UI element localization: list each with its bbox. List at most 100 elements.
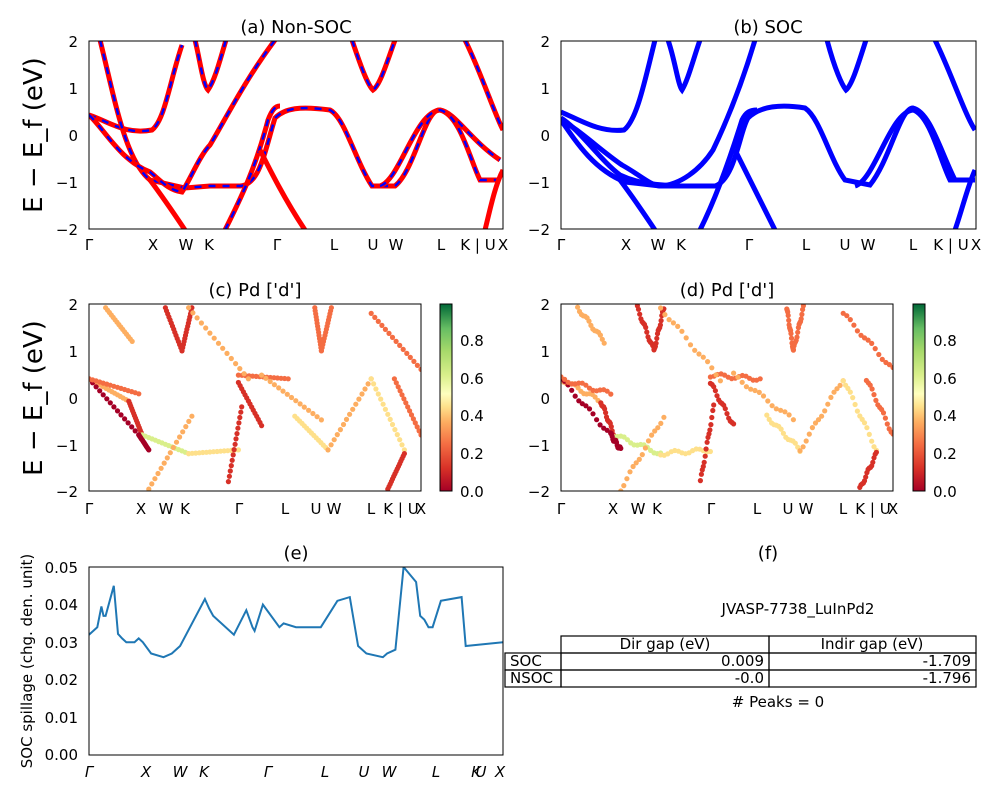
band-point bbox=[701, 459, 707, 465]
band-point bbox=[401, 451, 407, 457]
xtick-label: X bbox=[608, 500, 618, 518]
band-point bbox=[837, 382, 843, 388]
ytick-label: −1 bbox=[528, 174, 550, 192]
band-point bbox=[125, 420, 131, 426]
band-line bbox=[482, 168, 503, 229]
band-point bbox=[603, 410, 609, 416]
band-point bbox=[649, 432, 655, 438]
panel-d-points bbox=[561, 304, 893, 491]
band-point bbox=[245, 376, 251, 382]
band-point bbox=[186, 305, 192, 311]
band-point bbox=[368, 376, 374, 382]
band-point bbox=[236, 420, 242, 426]
table-row-label: NSOC bbox=[510, 669, 553, 687]
band-point bbox=[238, 409, 244, 415]
band-point bbox=[707, 448, 714, 455]
band-point bbox=[879, 356, 885, 362]
band-point bbox=[739, 379, 745, 385]
band-point bbox=[708, 422, 714, 428]
xtick-label: W bbox=[631, 500, 646, 518]
band-point bbox=[232, 441, 238, 447]
band-point bbox=[389, 421, 396, 428]
band-point bbox=[822, 408, 828, 414]
band-point bbox=[706, 431, 712, 437]
band-point bbox=[803, 438, 809, 444]
ytick-label: 1 bbox=[68, 343, 78, 361]
band-point bbox=[411, 358, 417, 364]
band-point bbox=[633, 460, 639, 466]
band-point bbox=[380, 401, 386, 407]
band-point bbox=[850, 395, 856, 401]
band-point bbox=[259, 372, 265, 378]
xtick-label: U bbox=[311, 500, 322, 518]
ytick-label: 1 bbox=[540, 343, 550, 361]
band-point bbox=[397, 437, 403, 443]
band-point bbox=[604, 427, 610, 433]
band-point bbox=[714, 393, 720, 399]
band-point bbox=[597, 332, 604, 338]
panel-a: (a) Non-SOC 2 1 0 −1 bbox=[19, 17, 508, 254]
band-line bbox=[224, 104, 281, 229]
band-point bbox=[310, 410, 316, 417]
xtick-label: W bbox=[799, 500, 814, 518]
panel-e: (e) 0.05 0.04 0.03 0.02 0.01 0.00 Γ X W … bbox=[18, 543, 506, 781]
band-point bbox=[687, 342, 694, 348]
band-point bbox=[756, 389, 762, 395]
band-point bbox=[288, 394, 295, 401]
band-point bbox=[407, 354, 413, 360]
band-point bbox=[709, 414, 715, 421]
colorbar-tick: 0.4 bbox=[460, 407, 484, 425]
band-point bbox=[644, 329, 650, 335]
band-point bbox=[797, 448, 803, 454]
band-line bbox=[561, 41, 658, 133]
band-point bbox=[334, 432, 340, 438]
xtick-label: U bbox=[359, 763, 370, 781]
band-point bbox=[873, 449, 880, 455]
band-point bbox=[408, 412, 415, 418]
band-point bbox=[158, 465, 164, 471]
band-point bbox=[869, 340, 875, 346]
band-point bbox=[259, 423, 265, 429]
xtick-label: X bbox=[498, 236, 508, 254]
band-point bbox=[343, 416, 350, 422]
colorbar-tick: 0.0 bbox=[933, 483, 957, 501]
band-point bbox=[318, 417, 324, 423]
ytick-label: 0.04 bbox=[45, 596, 78, 614]
band-point bbox=[662, 312, 668, 318]
xtick-label: X bbox=[136, 500, 146, 518]
band-point bbox=[164, 455, 170, 461]
band-point bbox=[267, 378, 273, 385]
xtick-label: Γ bbox=[557, 500, 566, 518]
band-point bbox=[224, 350, 230, 356]
band-point bbox=[353, 401, 359, 407]
xtick-label: L bbox=[839, 500, 848, 518]
band-point bbox=[372, 314, 378, 320]
band-point bbox=[712, 388, 719, 394]
colorbar-tick: 0.6 bbox=[933, 370, 957, 388]
table-cell-value: -1.796 bbox=[923, 669, 971, 687]
band-point bbox=[234, 431, 240, 437]
band-point bbox=[711, 402, 717, 408]
xtick-label: L bbox=[802, 236, 811, 254]
spillage-line bbox=[89, 567, 503, 659]
colorbar-tick: 0.2 bbox=[933, 445, 957, 463]
band-line bbox=[697, 107, 758, 229]
xtick-label: Γ bbox=[745, 236, 754, 254]
ytick-label: −2 bbox=[56, 221, 78, 239]
xtick-label: L bbox=[330, 236, 339, 254]
band-point bbox=[798, 316, 804, 322]
band-point bbox=[788, 331, 794, 337]
panel-e-yticks: 0.05 0.04 0.03 0.02 0.01 0.00 bbox=[45, 559, 78, 764]
band-point bbox=[375, 318, 381, 324]
panel-e-xticks: Γ X W K Γ L U W L K U X bbox=[85, 763, 506, 781]
band-point bbox=[226, 473, 232, 479]
band-point bbox=[586, 318, 592, 324]
band-point bbox=[118, 412, 124, 418]
ytick-label: −1 bbox=[56, 437, 78, 455]
table-cell-value: -0.0 bbox=[735, 669, 764, 687]
band-point bbox=[851, 322, 857, 328]
xtick-label: X bbox=[621, 236, 631, 254]
band-point bbox=[586, 406, 593, 412]
panel-d: (d) Pd ['d'] 2 1 0 −1 −2 Γ X W K Γ L U W… bbox=[528, 280, 957, 518]
band-point bbox=[630, 463, 636, 470]
